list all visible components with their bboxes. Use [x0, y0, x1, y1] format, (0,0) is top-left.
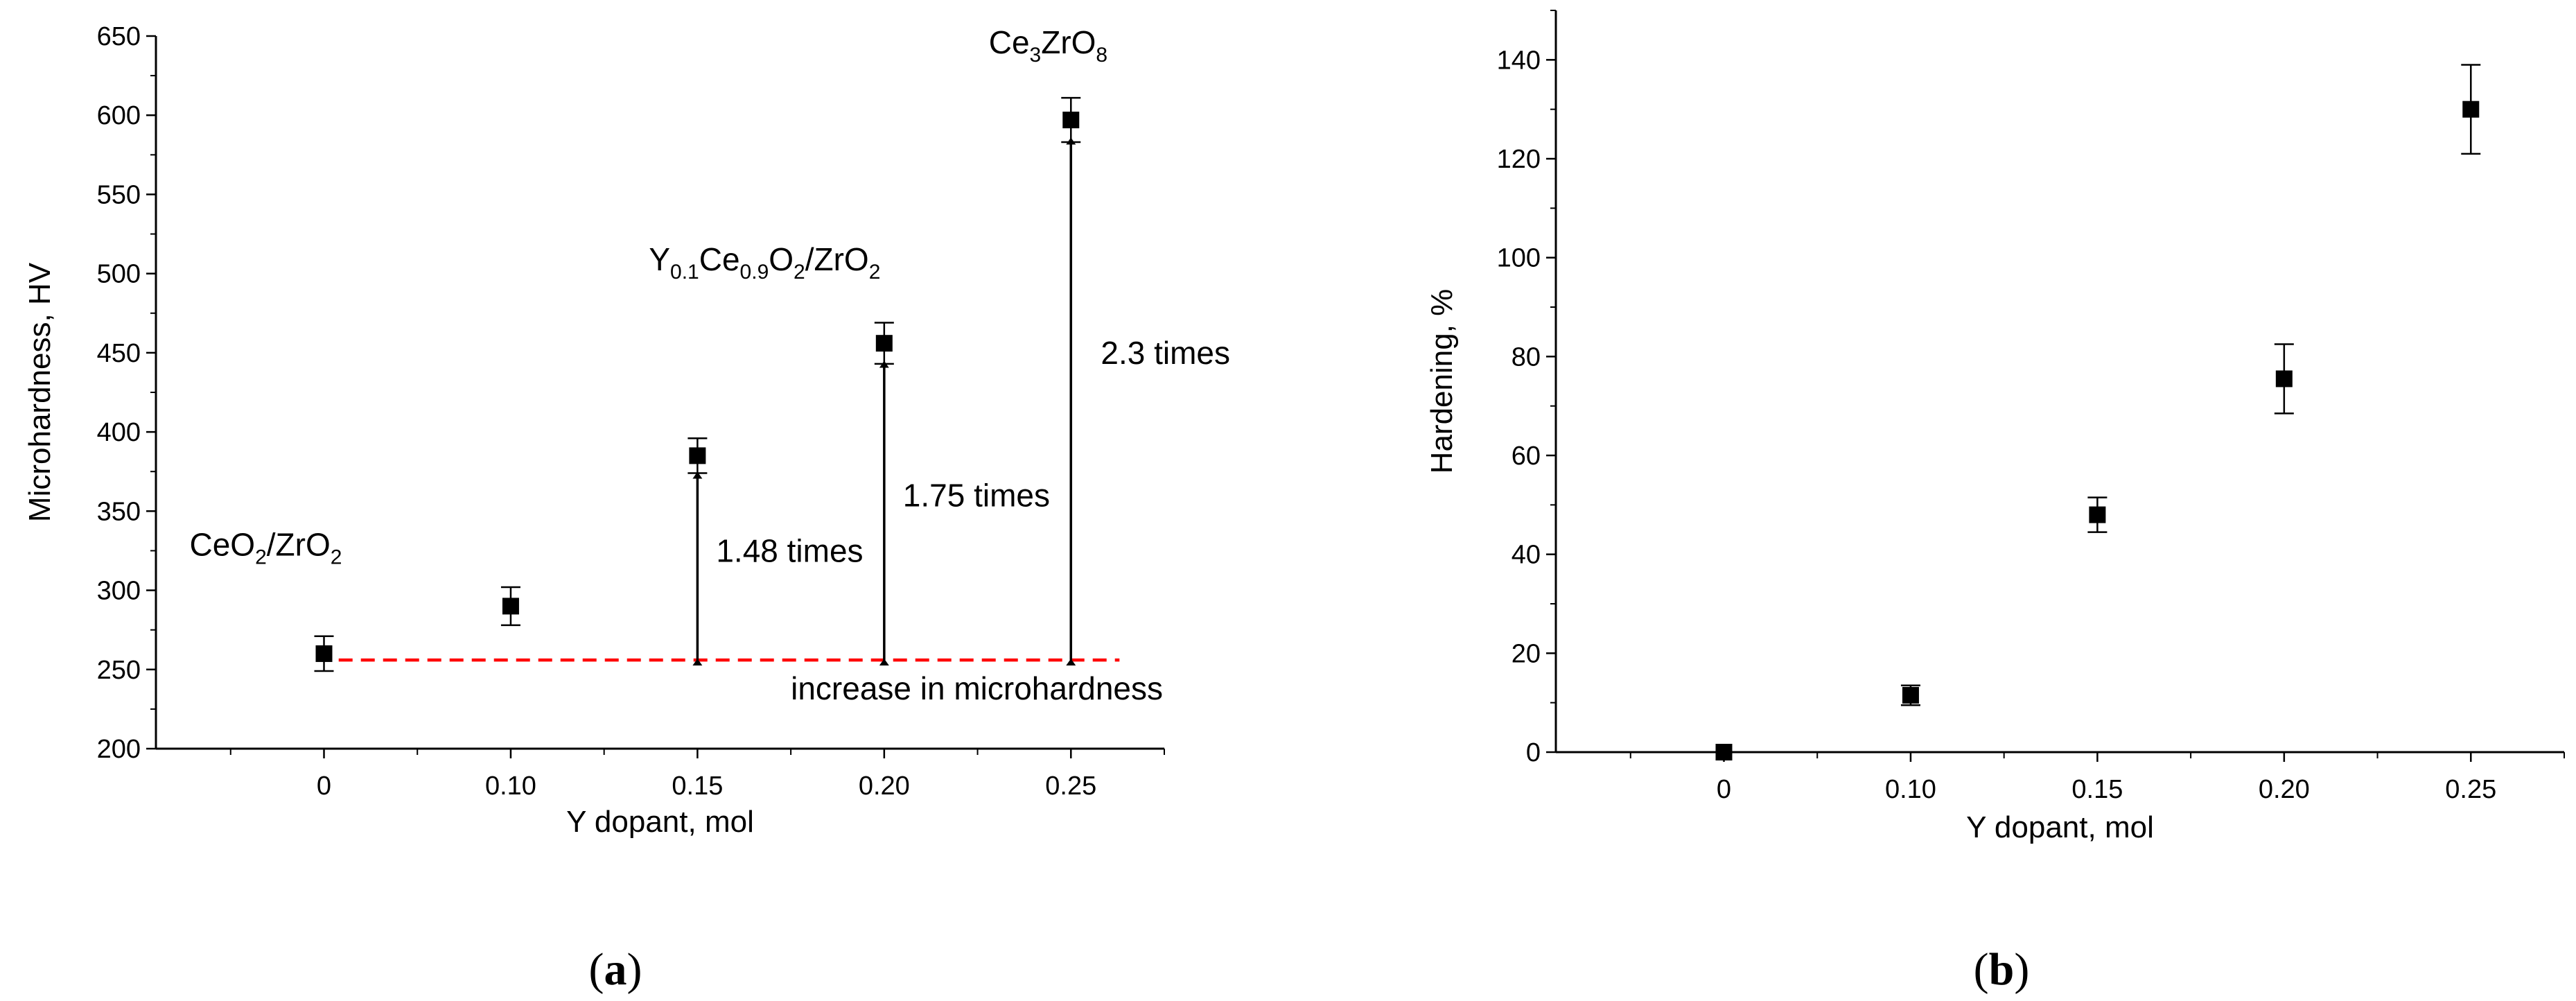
panel-b-x-tick-label: 0.10 [1885, 775, 1936, 804]
panel-b-data-point [2462, 101, 2480, 118]
panel-a-data-point [875, 335, 893, 352]
panel-a-annotation-part: /ZrO [805, 241, 869, 277]
panel-b-y-tick-label: 80 [1512, 342, 1541, 372]
panel-a-annotation-part: 2 [331, 546, 342, 568]
panel-b-x-tick-label: 0.20 [2259, 775, 2310, 804]
panel-a-data-point [315, 645, 333, 662]
panel-a-annotation-part: 3 [1030, 44, 1042, 67]
panel-b-y-axis-title: Hardening, % [1425, 289, 1459, 474]
panel-a-annotation-part: 0.9 [740, 261, 769, 284]
panel-b-y-tick-label: 120 [1497, 145, 1541, 174]
panel-a-annotation-part: increase in microhardness [791, 670, 1163, 706]
panel-caption-letter-a: a [604, 944, 627, 995]
panel-a-x-tick-label: 0.25 [1045, 772, 1096, 801]
panel-b-data-point [1715, 744, 1733, 760]
panel-b-y-tick-label: 140 [1497, 46, 1541, 75]
panel-a-annotation-part: 2 [794, 261, 805, 284]
panel-b-data-point [2275, 370, 2293, 388]
panel-a-y-tick-label: 200 [97, 735, 141, 764]
panel-a-arrow-label-2: 1.75 times [903, 477, 1050, 513]
panel-b-x-axis-title: Y dopant, mol [1966, 810, 2154, 844]
panel-a-annotation-3: Ce3ZrO8 [989, 24, 1107, 67]
panel-a-y-tick-label: 350 [97, 497, 141, 526]
panel-a-y-tick-label: 650 [97, 22, 141, 51]
panel-a-arrow-label-3: 2.3 times [1101, 335, 1230, 371]
panel-a-y-tick-label: 300 [97, 577, 141, 606]
panel-a-annotation-part: 2 [869, 261, 881, 284]
panel-a-arrow-label-1: 1.48 times [716, 532, 863, 568]
panel-a-y-tick-label: 400 [97, 418, 141, 447]
panel-a-y-tick-label: 500 [97, 260, 141, 289]
panel-b-data-point [1902, 686, 1919, 704]
panel-b-x-tick-label: 0 [1717, 775, 1731, 804]
panel-a-annotation-4: increase in microhardness [791, 670, 1163, 706]
panel-a-annotation-part: 2 [255, 546, 267, 568]
panel-a-y-tick-label: 600 [97, 101, 141, 130]
panel-a-annotation-part: O [769, 241, 794, 277]
panel-a-x-axis-title: Y dopant, mol [566, 805, 754, 839]
panel-a-x-tick-label: 0 [317, 772, 331, 801]
panel-b-y-tick-label: 0 [1526, 738, 1541, 767]
panel-a-y-axis-title: Microhardness, HV [23, 262, 57, 522]
chart-panel-b: 0 20 40 60 80 100 120 140 0 0.10 0.15 0.20 0.25 Y dop… [1425, 10, 2565, 844]
chart-panel-a: 200 250 300 350 400 450 500 550 600 650 0 0.10 0.15 0… [23, 22, 1230, 839]
panel-caption-a: (a) [589, 944, 642, 995]
panel-a-annotation-part: Ce [699, 241, 740, 277]
panel-a-annotation-part: Ce [989, 24, 1030, 60]
panel-b-x-tick-label: 0.15 [2071, 775, 2123, 804]
panel-b-y-tick-label: 40 [1512, 541, 1541, 570]
panel-a-y-tick-label: 250 [97, 656, 141, 685]
panel-a-annotation-part: /ZrO [267, 526, 331, 562]
panel-a-annotation-part: 0.1 [670, 261, 699, 284]
panel-b-y-tick-label: 100 [1497, 244, 1541, 273]
panel-b-y-tick-label: 20 [1512, 639, 1541, 668]
panel-b-data-point [2089, 506, 2106, 523]
panel-a-annotation-part: Y [649, 241, 670, 277]
panel-b-y-tick-label: 60 [1512, 442, 1541, 471]
panel-a-annotation-part: 8 [1096, 44, 1107, 67]
panel-a-y-tick-label: 550 [97, 180, 141, 209]
panel-a-data-point [502, 598, 519, 615]
panel-a-annotation-part: ZrO [1041, 24, 1096, 60]
panel-a-y-tick-label: 450 [97, 339, 141, 368]
panel-a-data-point [689, 447, 706, 464]
panel-a-annotation-2: Y0.1Ce0.9O2/ZrO2 [649, 241, 880, 284]
panel-a-x-tick-label: 0.20 [859, 772, 910, 801]
panel-b-x-tick-label: 0.25 [2445, 775, 2496, 804]
panel-a-annotation-1: CeO2/ZrO2 [190, 526, 342, 568]
panel-a-x-tick-label: 0.10 [485, 772, 536, 801]
panel-a-annotation-part: CeO [190, 526, 256, 562]
panel-caption-b: (b) [1974, 944, 2030, 995]
panel-a-data-point [1062, 112, 1080, 129]
panel-a-x-tick-label: 0.15 [672, 772, 723, 801]
panel-caption-letter-b: b [1989, 944, 2015, 995]
